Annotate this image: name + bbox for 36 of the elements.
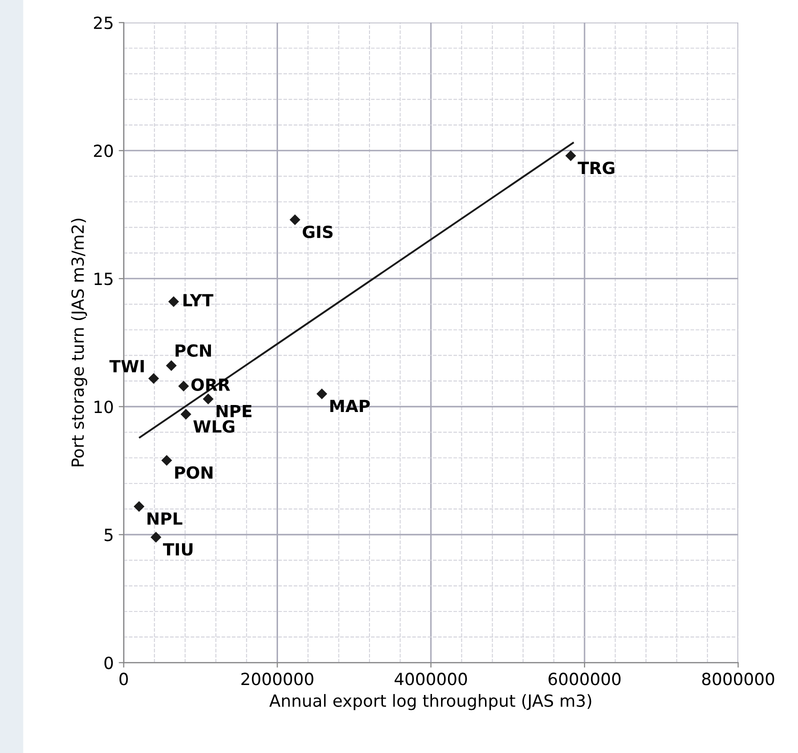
annotation: MAP xyxy=(330,400,370,412)
point xyxy=(166,360,177,372)
point xyxy=(150,532,162,543)
point xyxy=(565,150,576,162)
x-tick-label: 0 xyxy=(119,672,128,686)
x-tick-label: 6000000 xyxy=(548,672,621,686)
annotation: PON xyxy=(175,466,212,479)
y-tick-label: 20 xyxy=(94,144,113,158)
point xyxy=(178,380,189,392)
annotation: GIS xyxy=(302,226,333,238)
y-tick-label: 0 xyxy=(104,656,113,670)
annotation: TRG xyxy=(578,162,614,174)
y-tick-label: 5 xyxy=(104,528,113,542)
point xyxy=(148,373,160,384)
point xyxy=(316,388,328,400)
y-tick-label: 10 xyxy=(94,400,113,414)
annotation: WLG xyxy=(193,420,234,433)
point xyxy=(180,408,192,420)
annotation: TWI xyxy=(109,360,144,372)
annotation: TIU xyxy=(162,543,192,556)
point xyxy=(290,214,300,226)
y-tick-label: 25 xyxy=(94,16,113,30)
x-axis-title: Annual export log throughput (JAS m3) xyxy=(269,694,592,710)
annotation: NPL xyxy=(148,512,182,525)
point xyxy=(168,296,179,308)
point xyxy=(134,501,144,512)
annotation: PCN xyxy=(176,344,211,357)
point xyxy=(161,455,172,466)
point xyxy=(202,394,214,404)
y-tick-label: 15 xyxy=(94,272,113,286)
y-axis-title: Port storage turn (JAS m3/m2) xyxy=(71,218,88,466)
x-tick-label: 8000000 xyxy=(702,672,774,686)
annotation: NPE xyxy=(216,405,252,418)
x-tick-label: 4000000 xyxy=(394,672,467,686)
annotation: LYT xyxy=(183,294,214,306)
x-tick-label: 2000000 xyxy=(241,672,314,686)
